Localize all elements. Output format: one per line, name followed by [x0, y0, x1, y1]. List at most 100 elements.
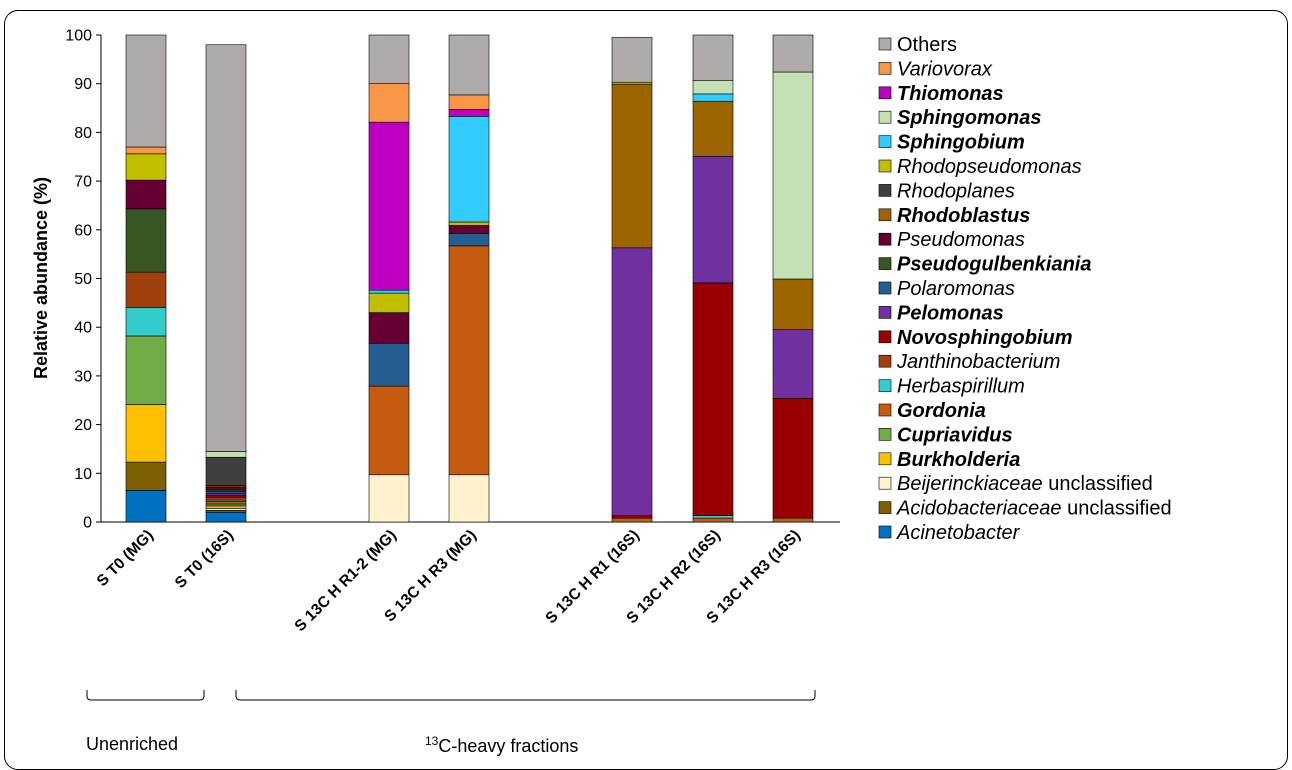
bar-segment — [125, 490, 167, 523]
legend-swatch — [878, 428, 892, 441]
legend-suffix: unclassified — [1043, 473, 1153, 495]
x-tick-label: S T0 (MG) — [94, 527, 157, 590]
legend-label: Gordonia — [897, 400, 986, 422]
bar-segment — [125, 208, 167, 273]
bar-segment — [368, 34, 410, 85]
bar-segment — [448, 94, 490, 110]
legend-item: Sphingomonas — [878, 107, 1041, 129]
legend-label: Rhodoblastus — [897, 205, 1030, 227]
legend-label: Variovorax — [897, 58, 993, 80]
legend-swatch — [878, 232, 892, 246]
y-tick-label: 80 — [74, 125, 92, 142]
legend-label: Rhodoplanes — [897, 180, 1015, 202]
x-tick-labels: S T0 (MG) S T0 (16S) S 13C H R1-2 (MG)S 13… — [94, 527, 804, 635]
bar-segment — [611, 515, 653, 519]
legend-label: Novosphingobium — [897, 327, 1073, 349]
bar-segment — [368, 121, 410, 291]
bar-segment — [125, 271, 167, 309]
legend-swatch — [878, 525, 892, 539]
x-tick-label: S T0 (16S) — [172, 527, 237, 592]
legend-item: Pelomonas — [878, 302, 1004, 324]
group-label-text: C-heavy fractions — [438, 736, 579, 756]
bar-segment — [772, 34, 814, 73]
legend-item: Pseudogulbenkiania — [878, 254, 1091, 276]
bar-segment — [205, 451, 247, 458]
bar-segment — [448, 221, 490, 226]
bar-segment — [368, 289, 410, 294]
bar-segment — [125, 146, 167, 155]
bar-segment — [692, 282, 734, 516]
legend-item: Cupriavidus — [878, 424, 1013, 446]
bar-segment — [368, 385, 410, 476]
bar-segment — [125, 179, 167, 210]
bar-segment — [448, 233, 490, 247]
bar-segment — [611, 247, 653, 516]
y-tick-label: 30 — [74, 368, 92, 385]
bar-segment — [205, 501, 247, 505]
legend-label: Cupriavidus — [897, 424, 1013, 446]
legend-name: Others — [897, 34, 957, 56]
bar-segment — [205, 486, 247, 491]
legend-item: Variovorax — [878, 58, 993, 80]
legend-label: Pseudomonas — [897, 229, 1025, 251]
bar-segment — [611, 83, 653, 249]
bar-segment — [692, 100, 734, 157]
bar-segment — [205, 456, 247, 486]
bar-segment — [692, 79, 734, 95]
bar-segment — [448, 474, 490, 523]
bar-segment — [205, 494, 247, 498]
legend-item: Polaromonas — [878, 278, 1015, 300]
y-tick-label: 100 — [65, 28, 92, 45]
legend-item: Beijerinckiaceae unclassified — [878, 473, 1153, 495]
bar-segment — [205, 44, 247, 452]
bar-segment — [772, 517, 814, 523]
legend-item: Thiomonas — [878, 83, 1004, 105]
legend-label: Burkholderia — [897, 449, 1020, 471]
bar-segment — [692, 34, 734, 81]
legend-swatch — [878, 354, 892, 368]
y-tick-label: 0 — [83, 515, 92, 532]
legend-name: Janthinobacterium — [896, 351, 1060, 373]
bar-segment — [368, 83, 410, 123]
bar-segment — [772, 398, 814, 519]
legend-item: Burkholderia — [878, 449, 1020, 471]
legend-swatch — [878, 306, 892, 319]
legend-item: Rhodoplanes — [878, 180, 1015, 202]
legend-swatch — [878, 184, 892, 197]
legend-name: Rhodoblastus — [897, 205, 1030, 227]
legend-label: Acinetobacter — [896, 522, 1021, 544]
bar-segment — [772, 71, 814, 280]
y-axis: 0 10 20 30 40 50 60 70 80 90 100 — [65, 28, 840, 532]
legend-name: Sphingomonas — [897, 107, 1041, 129]
bar-segment — [448, 225, 490, 234]
legend-swatch — [878, 159, 892, 173]
bar-segment — [772, 278, 814, 330]
y-tick-label: 90 — [74, 76, 92, 93]
y-tick-label: 70 — [74, 174, 92, 191]
legend-swatch — [878, 110, 892, 124]
legend-name: Pseudomonas — [897, 229, 1025, 251]
legend-name: Gordonia — [897, 400, 986, 422]
legend-suffix: unclassified — [1062, 498, 1172, 520]
bar-segment — [692, 93, 734, 102]
legend-label: Sphingobium — [897, 132, 1025, 154]
group-label-superscript: 13 — [425, 734, 439, 748]
legend-swatch — [878, 135, 892, 148]
legend-item: Janthinobacterium — [878, 351, 1060, 373]
bar-segment — [125, 461, 167, 491]
legend-label: Others — [897, 34, 957, 56]
legend-item: Herbaspirillum — [878, 376, 1025, 398]
bar-segment — [611, 517, 653, 523]
legend-name: Acinetobacter — [896, 522, 1021, 544]
legend-swatch — [878, 86, 892, 100]
legend-name: Pelomonas — [897, 302, 1004, 324]
bar-segment — [692, 155, 734, 284]
bar-segment — [448, 116, 490, 223]
y-tick-label: 20 — [74, 417, 92, 434]
legend-label: Janthinobacterium — [896, 351, 1060, 373]
bracket-heavy-fractions — [235, 690, 816, 701]
bar-segment — [205, 511, 247, 523]
bar-segment — [772, 329, 814, 399]
legend-name: Variovorax — [897, 58, 993, 80]
